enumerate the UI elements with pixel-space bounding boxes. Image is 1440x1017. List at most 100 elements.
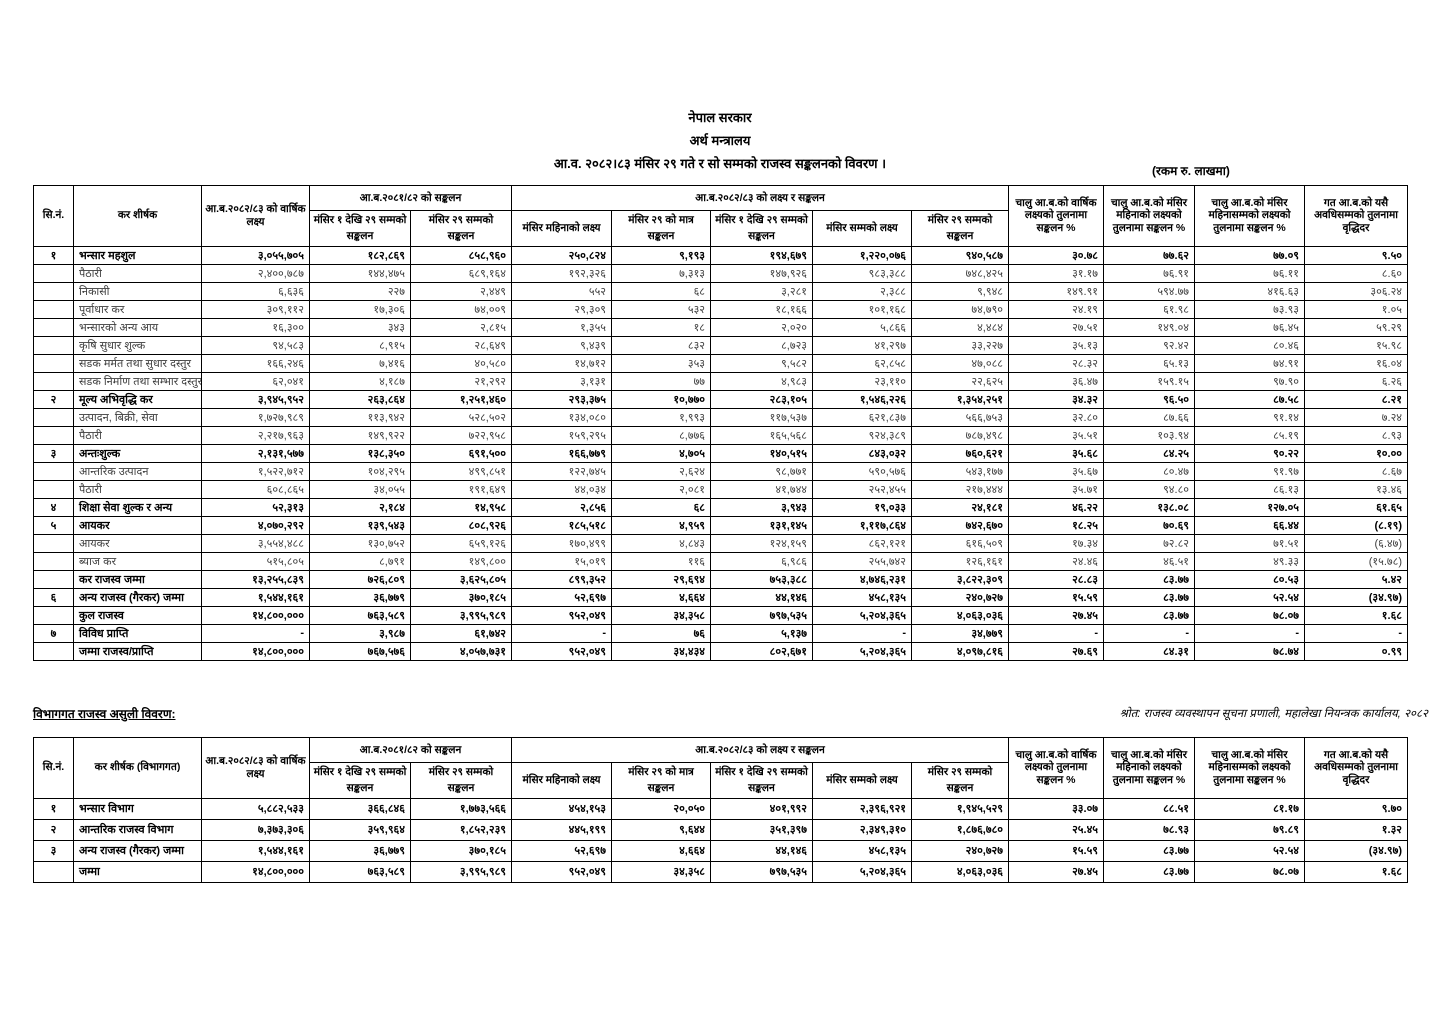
row-title-cell: विविध प्राप्ति bbox=[73, 623, 202, 643]
value-cell: १३.४६ bbox=[1304, 479, 1409, 499]
value-cell: ७१.५१ bbox=[1194, 533, 1306, 553]
value-cell: ५२.५४ bbox=[1194, 587, 1306, 607]
value-cell: १,३५५ bbox=[511, 317, 613, 337]
value-cell: ८.९३ bbox=[1304, 425, 1409, 445]
row-title-cell: अन्य राजस्व (गैरकर) जम्मा bbox=[73, 839, 202, 862]
sn-cell bbox=[33, 605, 74, 625]
value-cell: ८८.५१ bbox=[1103, 797, 1196, 820]
value-cell: ४५४,१५३ bbox=[511, 797, 613, 820]
value-cell: ८३.७७ bbox=[1103, 587, 1196, 607]
value-cell: २२,६२५ bbox=[911, 371, 1010, 391]
value-cell: १३४,०८० bbox=[511, 407, 613, 427]
value-cell: - bbox=[1008, 623, 1105, 643]
value-cell: ६.२६ bbox=[1304, 371, 1409, 391]
value-cell: ४,७०५ bbox=[611, 443, 712, 463]
table-row-section: ५ आयकर ४,०७०,२९२ १३९,५४३ ८०८,९२६ १८५,५१८ ४,९५९… bbox=[33, 515, 1409, 535]
value-cell: ५२,६९७ bbox=[511, 587, 613, 607]
col-group-prev-fy-collection: आ.ब.२०८१/८२ को सङ्कलन bbox=[308, 185, 513, 211]
value-cell: २,४४९ bbox=[409, 281, 513, 301]
value-cell: ९,६४४ bbox=[611, 818, 712, 841]
sn-cell bbox=[33, 263, 74, 283]
value-cell: ४९९,८५१ bbox=[409, 461, 513, 481]
value-cell: ९१.९७ bbox=[1194, 461, 1306, 481]
value-cell: २,१८४ bbox=[309, 497, 411, 517]
value-cell: १२२,७४५ bbox=[511, 461, 613, 481]
value-cell: ३६.४७ bbox=[1008, 371, 1105, 391]
value-cell: ४४,०३४ bbox=[511, 479, 613, 499]
value-cell: ३,९८७ bbox=[309, 623, 411, 643]
value-cell: १३८,३५० bbox=[309, 443, 411, 463]
sn-cell bbox=[33, 407, 74, 427]
value-cell: ७८.९३ bbox=[1103, 818, 1196, 841]
value-cell: ३,६२५,८०५ bbox=[409, 569, 513, 589]
sn-cell: ३ bbox=[33, 443, 74, 463]
value-cell: २७.६९ bbox=[1008, 641, 1105, 661]
value-cell: १३१,१४५ bbox=[710, 515, 814, 535]
document-header: नेपाल सरकार अर्थ मन्त्रालय आ.व. २०८२।८३ … bbox=[0, 106, 1440, 175]
value-cell: ७४,७९० bbox=[911, 299, 1010, 319]
row-title-cell: सडक निर्माण तथा सम्भार दस्तुर bbox=[73, 371, 202, 391]
col-header-tax-title: कर शीर्षक bbox=[73, 185, 202, 247]
value-cell: ३४,३५८ bbox=[611, 605, 712, 625]
value-cell: ५९.२९ bbox=[1304, 317, 1409, 337]
value-cell: ६,९८६ bbox=[710, 551, 814, 571]
value-cell: ७६७,५७६ bbox=[309, 641, 411, 661]
value-cell: २५०,८२४ bbox=[511, 245, 613, 265]
value-cell: ३५.५१ bbox=[1008, 425, 1105, 445]
value-cell: ७४,००९ bbox=[409, 299, 513, 319]
sn-cell bbox=[33, 425, 74, 445]
row-title-cell: भन्सार विभाग bbox=[73, 797, 202, 820]
value-cell: ८६.१३ bbox=[1194, 479, 1306, 499]
value-cell: ५६६,७५३ bbox=[911, 407, 1010, 427]
value-cell: ९.५० bbox=[1304, 245, 1409, 265]
value-cell: ७.२४ bbox=[1304, 407, 1409, 427]
table-row-section: ६ अन्य राजस्व (गैरकर) जम्मा १,५४४,१६१ ३६,७७… bbox=[33, 587, 1409, 607]
value-cell: ५५२ bbox=[511, 281, 613, 301]
value-cell: ७७ bbox=[611, 371, 712, 391]
row-title-cell: आयकर bbox=[73, 515, 202, 535]
value-cell: ४४,१४६ bbox=[710, 839, 814, 862]
value-cell: २,३८८ bbox=[812, 281, 913, 301]
value-cell: ८३.७७ bbox=[1103, 605, 1196, 625]
value-cell: १०३.९४ bbox=[1103, 425, 1196, 445]
value-cell: ३५१,३९७ bbox=[710, 818, 814, 841]
value-cell: १,५४४,१६१ bbox=[201, 839, 310, 862]
value-cell: २,४००,७८७ bbox=[201, 263, 310, 283]
table-row-section: २ मूल्य अभिवृद्धि कर ३,९४५,९५२ २६३,८६४ १,२५१… bbox=[33, 389, 1409, 409]
value-cell: ५,२०४,३६५ bbox=[812, 605, 913, 625]
value-cell: ७२६,८०९ bbox=[309, 569, 411, 589]
value-cell: ३७०,१८५ bbox=[409, 839, 513, 862]
value-cell: ८,७२३ bbox=[710, 335, 814, 355]
sn-cell bbox=[33, 479, 74, 499]
value-cell: २,३४९,३१० bbox=[812, 818, 913, 841]
sn-cell: ४ bbox=[33, 497, 74, 517]
row-title-cell: आन्तरिक राजस्व विभाग bbox=[73, 818, 202, 841]
row-title-cell: उत्पादन, बिक्री, सेवा bbox=[73, 407, 202, 427]
value-cell: ७६ bbox=[611, 623, 712, 643]
table-row-section: १ भन्सार महशुल ३,०५५,७०५ १८२,८६९ ८५८,९६० २५०,… bbox=[33, 245, 1409, 265]
value-cell: २,०८१ bbox=[611, 479, 712, 499]
value-cell: १६६,७७९ bbox=[511, 443, 613, 463]
sn-cell bbox=[33, 533, 74, 553]
value-cell: ३३,२२७ bbox=[911, 335, 1010, 355]
value-cell: ५२,३१३ bbox=[201, 497, 310, 517]
value-cell: १६६,२४६ bbox=[201, 353, 310, 373]
col-header-annual-target: आ.ब.२०८२/८३ को वार्षिक लक्ष्य bbox=[201, 185, 310, 247]
value-cell: ११३,९४२ bbox=[309, 407, 411, 427]
value-cell: १,७७३,५६६ bbox=[409, 797, 513, 820]
col-header-growth-rate: गत आ.ब.को यसै अवधिसम्मको तुलनामा वृद्धिद… bbox=[1304, 737, 1409, 799]
value-cell: ८४.३१ bbox=[1103, 641, 1196, 661]
value-cell: ३५.७१ bbox=[1008, 479, 1105, 499]
value-cell: २९३,३७५ bbox=[511, 389, 613, 409]
value-cell: १८ bbox=[611, 317, 712, 337]
value-cell: ७८.०७ bbox=[1194, 860, 1306, 883]
value-cell: १३०,७५२ bbox=[309, 533, 411, 553]
value-cell: ११७,५३७ bbox=[710, 407, 814, 427]
value-cell: २४.१९ bbox=[1008, 299, 1105, 319]
value-cell: ४,९५९ bbox=[611, 515, 712, 535]
value-cell: ६९१,५०० bbox=[409, 443, 513, 463]
value-cell: ८.६० bbox=[1304, 263, 1409, 283]
value-cell: ८५.१९ bbox=[1194, 425, 1306, 445]
value-cell: १,५२२,७१२ bbox=[201, 461, 310, 481]
